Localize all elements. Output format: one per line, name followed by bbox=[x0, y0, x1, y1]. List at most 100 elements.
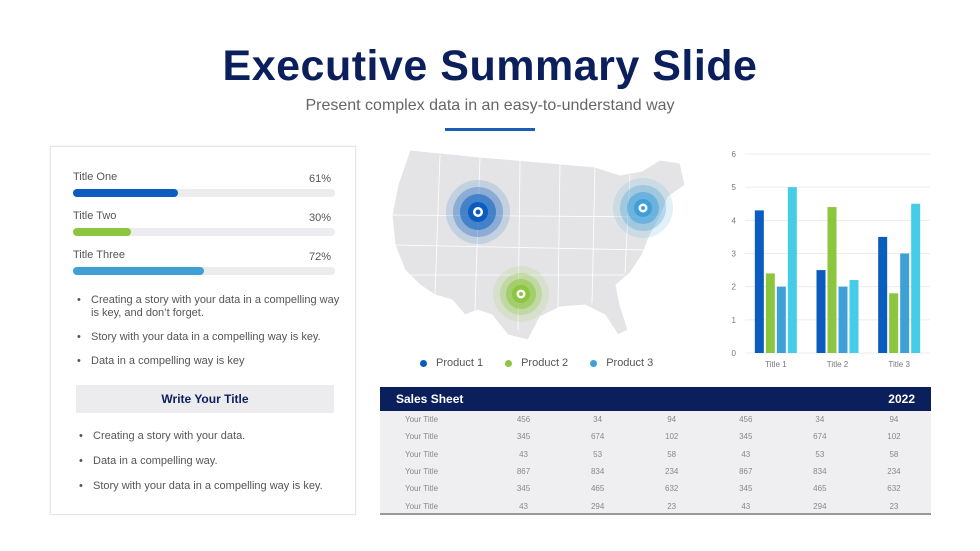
table-cell: Your Title bbox=[405, 501, 439, 511]
y-tick-label: 5 bbox=[732, 183, 737, 192]
table-cell: 53 bbox=[593, 449, 603, 459]
y-tick-label: 3 bbox=[732, 250, 737, 259]
table-cell: 345 bbox=[516, 432, 531, 442]
bar bbox=[889, 293, 899, 353]
bullet-item: Data in a compelling way. bbox=[77, 455, 347, 468]
table-cell: 834 bbox=[590, 467, 605, 477]
progress-item: Title Three 72% bbox=[73, 249, 335, 275]
bar bbox=[900, 253, 910, 353]
table-cell: 102 bbox=[665, 432, 679, 442]
table-cell: 345 bbox=[739, 432, 753, 442]
legend-label: Product 2 bbox=[521, 357, 569, 369]
table-cell: Your Title bbox=[405, 449, 439, 459]
y-tick-label: 2 bbox=[732, 283, 737, 292]
bullet-list-2: Creating a story with your data. Data in… bbox=[77, 430, 347, 493]
dot-icon bbox=[505, 359, 513, 367]
product-1-marker bbox=[446, 180, 510, 244]
table-row: Your Title 43 53 58 43 53 58 bbox=[380, 446, 931, 463]
table-cell: 234 bbox=[665, 467, 679, 477]
x-tick-label: Title 2 bbox=[827, 360, 849, 369]
bar bbox=[849, 280, 859, 353]
x-tick-label: Title 3 bbox=[888, 360, 910, 369]
table-cell: 234 bbox=[887, 467, 901, 477]
table-cell: 867 bbox=[516, 467, 531, 477]
bullet-list-1: Creating a story with your data in a com… bbox=[75, 294, 345, 368]
legend-item-product-1: Product 1 bbox=[420, 357, 483, 369]
table-cell: 632 bbox=[887, 484, 901, 494]
title-divider bbox=[445, 128, 535, 131]
table-cell: Your Title bbox=[405, 467, 439, 477]
table-cell: 43 bbox=[519, 501, 528, 511]
bar bbox=[787, 187, 797, 353]
progress-value: 61% bbox=[308, 173, 331, 185]
bar bbox=[911, 203, 921, 353]
dot-icon bbox=[420, 359, 427, 367]
progress-track bbox=[73, 228, 335, 236]
table-row: Your Title 456 34 94 456 34 94 bbox=[380, 411, 931, 428]
table-cell: Your Title bbox=[405, 432, 439, 442]
progress-track bbox=[73, 267, 335, 275]
bullet-item: Data in a compelling way is key bbox=[75, 355, 345, 368]
table-cell: 53 bbox=[815, 449, 825, 459]
bar bbox=[816, 270, 826, 353]
table-cell: 632 bbox=[665, 484, 679, 494]
sales-sheet-table: Sales Sheet 2022 Your Title 456 34 94 456 34 9… bbox=[380, 387, 931, 515]
progress-label: Title Three bbox=[73, 249, 125, 261]
table-cell: 43 bbox=[741, 501, 751, 511]
table-cell: 674 bbox=[813, 432, 827, 442]
table-cell: 102 bbox=[887, 432, 901, 442]
bar bbox=[776, 286, 786, 353]
progress-value: 30% bbox=[308, 212, 331, 224]
table-cell: 345 bbox=[739, 484, 753, 494]
progress-fill bbox=[73, 228, 131, 236]
product-2-marker bbox=[493, 266, 549, 322]
table-cell: 674 bbox=[590, 432, 605, 442]
table-cell: 456 bbox=[516, 415, 531, 425]
table-cell: 43 bbox=[741, 449, 751, 459]
table-row: Your Title 345 674 102 345 674 102 bbox=[380, 428, 931, 445]
table-cell: 34 bbox=[815, 415, 825, 425]
table-cell: 23 bbox=[667, 501, 677, 511]
legend-item-product-3: Product 3 bbox=[590, 357, 653, 369]
progress-label: Title One bbox=[73, 171, 118, 183]
bar bbox=[765, 273, 775, 353]
progress-track bbox=[73, 189, 335, 197]
y-tick-label: 0 bbox=[732, 349, 737, 358]
table-cell: 58 bbox=[889, 449, 899, 459]
page-subtitle: Present complex data in an easy-to-under… bbox=[305, 97, 675, 114]
progress-value: 72% bbox=[308, 251, 331, 263]
table-cell: 465 bbox=[590, 484, 605, 494]
table-cell: Your Title bbox=[405, 415, 439, 425]
product-3-marker bbox=[613, 178, 673, 238]
bullet-item: Creating a story with your data in a com… bbox=[75, 294, 345, 320]
bar bbox=[838, 286, 848, 353]
table-cell: 23 bbox=[889, 501, 899, 511]
table-cell: 294 bbox=[813, 501, 827, 511]
table-cell: 94 bbox=[667, 415, 677, 425]
bullet-item: Story with your data in a compelling way… bbox=[77, 480, 347, 493]
table-cell: 294 bbox=[590, 501, 605, 511]
progress-item: Title One 61% bbox=[73, 171, 335, 197]
y-tick-label: 6 bbox=[732, 150, 737, 159]
table-cell: 58 bbox=[667, 449, 677, 459]
map-legend: Product 1 Product 2 Product 3 bbox=[420, 357, 653, 369]
bar-chart: 0 1 2 3 4 5 6 Title 1 Title 2 Title 3 bbox=[732, 150, 930, 369]
table-title: Sales Sheet bbox=[396, 392, 464, 406]
us-map bbox=[391, 149, 686, 341]
legend-item-product-2: Product 2 bbox=[505, 357, 568, 369]
table-cell: 34 bbox=[593, 415, 603, 425]
table-row: Your Title 867 834 234 867 834 234 bbox=[380, 463, 931, 480]
table-cell: 345 bbox=[516, 484, 531, 494]
write-title-heading: Write Your Title bbox=[76, 385, 334, 413]
table-cell: 465 bbox=[813, 484, 827, 494]
table-row: Your Title 345 465 632 345 465 632 bbox=[380, 480, 931, 497]
table-header: Sales Sheet 2022 bbox=[380, 387, 931, 411]
table-cell: 834 bbox=[813, 467, 827, 477]
table-cell: 867 bbox=[739, 467, 753, 477]
table-cell: 456 bbox=[739, 415, 753, 425]
legend-label: Product 1 bbox=[436, 357, 484, 369]
page-title: Executive Summary Slide bbox=[222, 42, 758, 90]
dot-icon bbox=[590, 359, 598, 367]
summary-panel: Title One 61% Title Two 30% Title Three 72% C… bbox=[50, 146, 356, 515]
bar bbox=[754, 210, 764, 353]
